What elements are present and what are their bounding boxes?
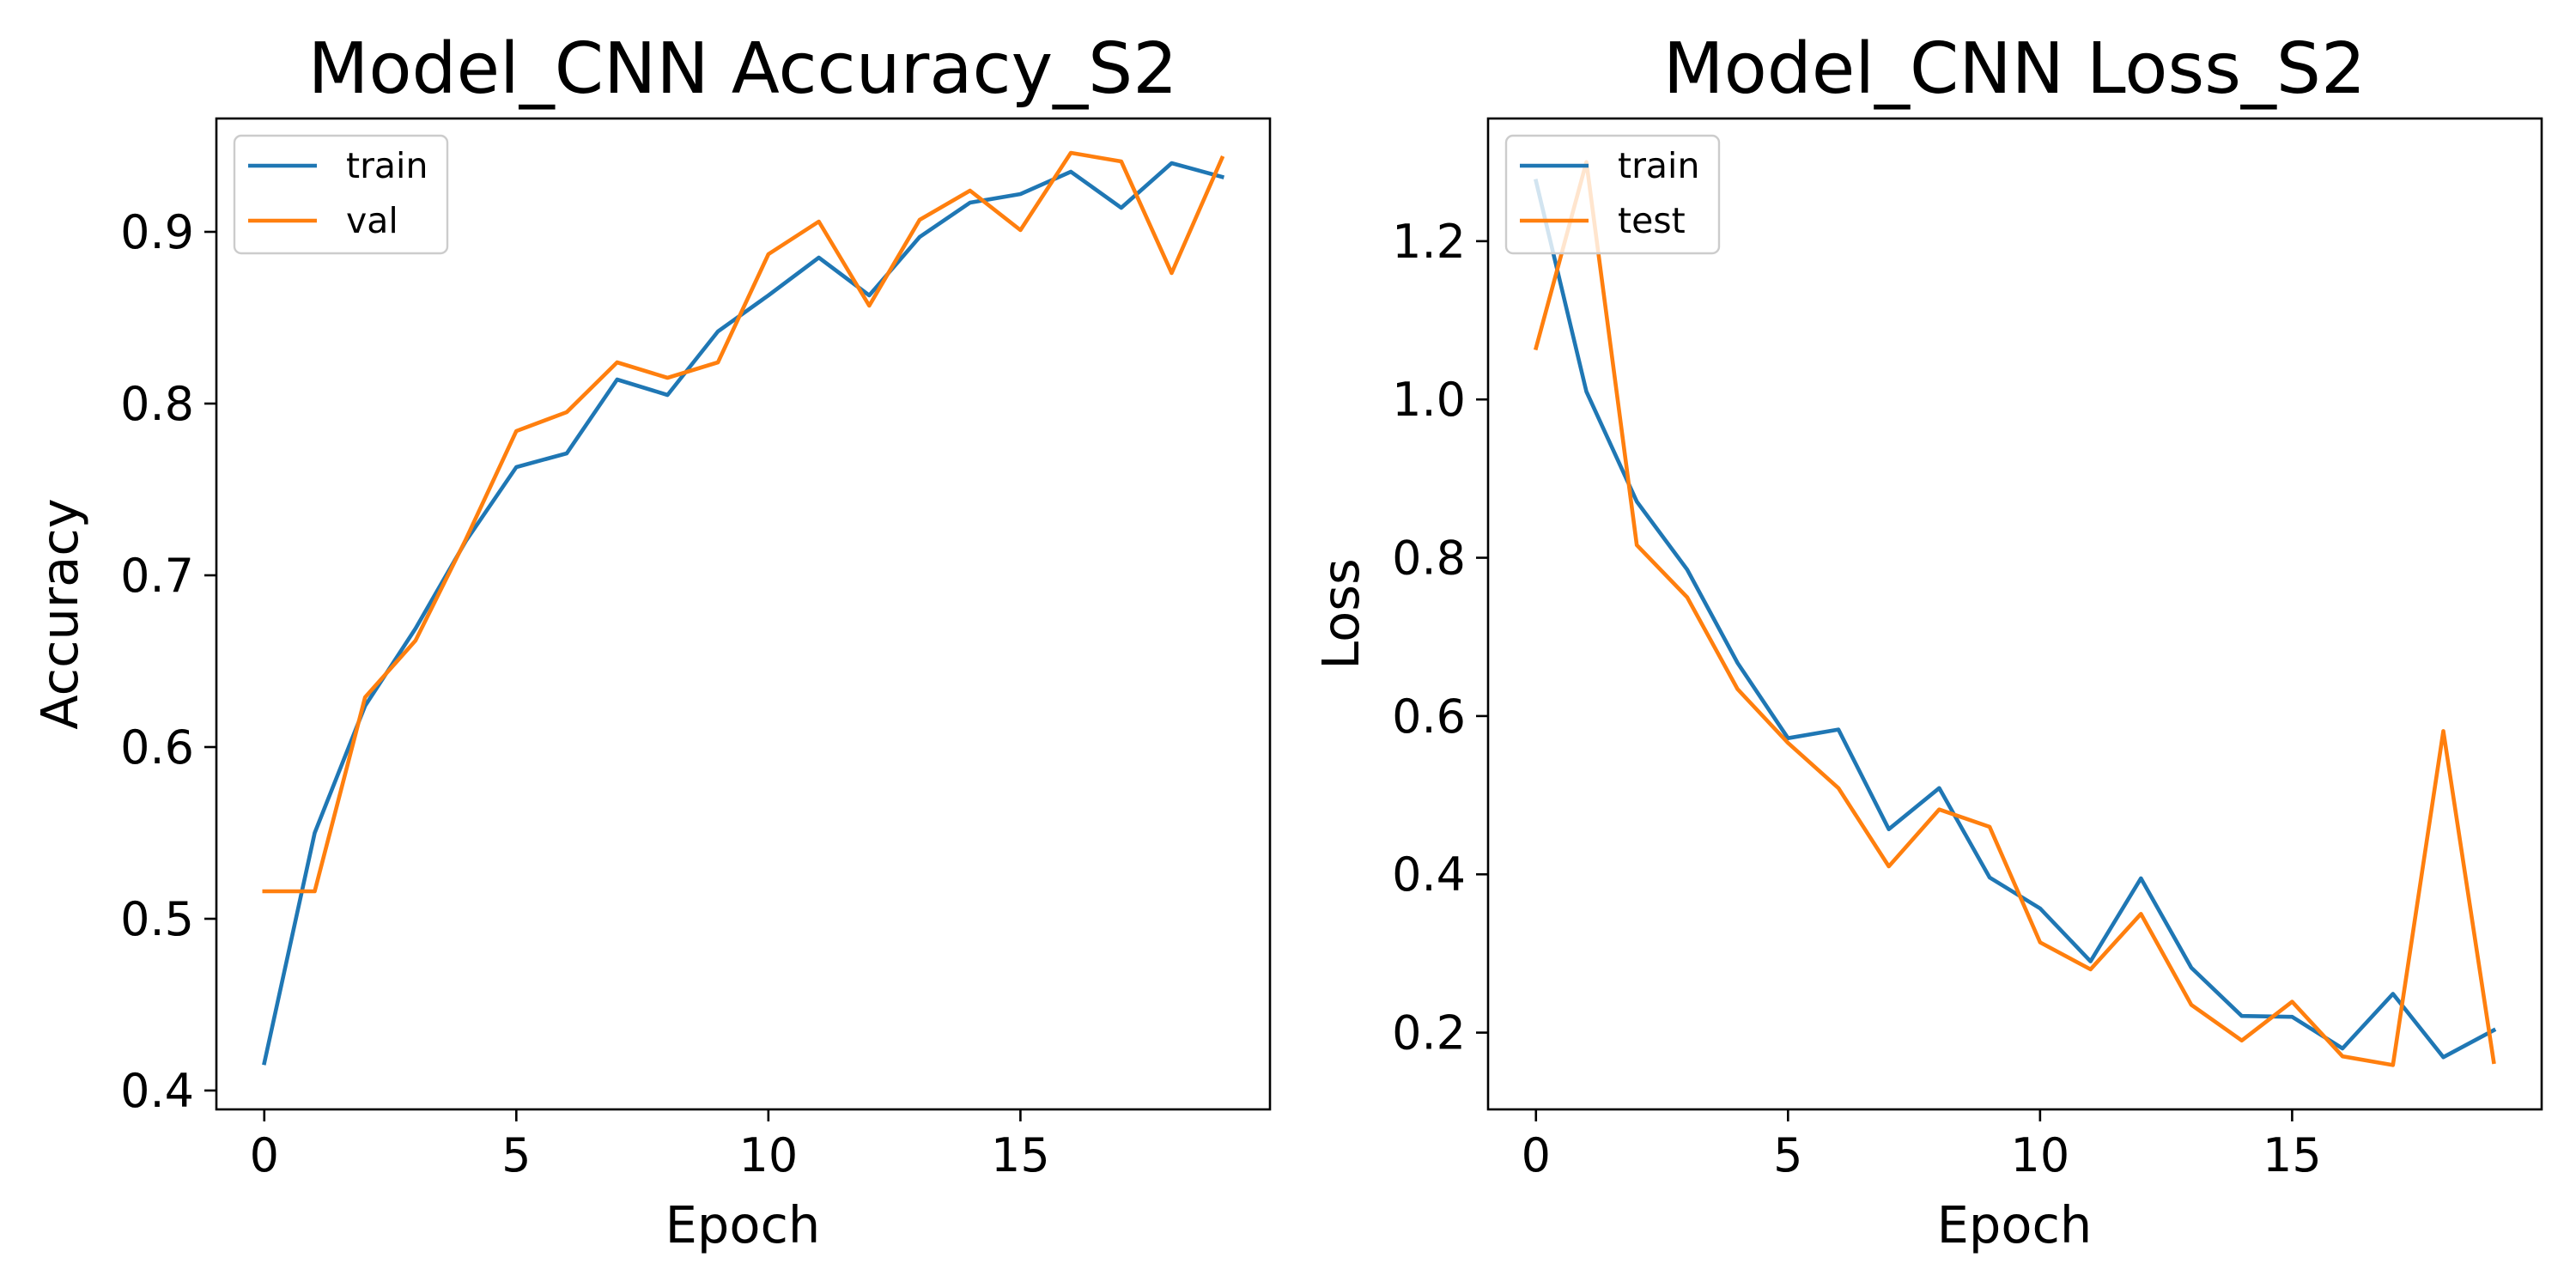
accuracy-y-axis-label: Accuracy bbox=[30, 498, 89, 729]
accuracy-y-tick-label: 0.7 bbox=[120, 549, 194, 603]
loss-chart: Model_CNN Loss_S2 Epoch Loss 0 5 10 15 0.2 0.… bbox=[1311, 28, 2543, 1255]
loss-y-tick-label: 1.2 bbox=[1392, 215, 1466, 269]
loss-series-line-train bbox=[1534, 179, 2497, 1060]
accuracy-x-tick-label: 15 bbox=[991, 1128, 1050, 1182]
loss-y-tick-label: 0.2 bbox=[1392, 1006, 1466, 1060]
accuracy-series-line-val bbox=[262, 150, 1225, 894]
loss-x-tick-label: 15 bbox=[2263, 1128, 2322, 1182]
loss-x-tick-label: 0 bbox=[1522, 1128, 1551, 1182]
loss-y-axis-label: Loss bbox=[1311, 558, 1370, 669]
accuracy-ticks: 0 5 10 15 0.4 0.5 0.6 0.7 0.8 0.9 bbox=[120, 205, 1050, 1182]
loss-ticks: 0 5 10 15 0.2 0.4 0.6 0.8 1.0 1.2 bbox=[1392, 215, 2322, 1182]
loss-legend-label-train: train bbox=[1618, 145, 1699, 186]
accuracy-y-tick-label: 0.8 bbox=[120, 377, 194, 431]
accuracy-y-tick-label: 0.6 bbox=[120, 720, 194, 775]
accuracy-x-tick-label: 10 bbox=[738, 1128, 798, 1182]
loss-legend-label-test: test bbox=[1618, 200, 1686, 241]
loss-x-tick-label: 10 bbox=[2010, 1128, 2069, 1182]
accuracy-y-tick-label: 0.5 bbox=[120, 892, 194, 946]
accuracy-x-tick-label: 5 bbox=[501, 1128, 531, 1182]
accuracy-legend-label-train: train bbox=[346, 145, 428, 186]
loss-series-lines bbox=[1533, 160, 2497, 1067]
accuracy-series-line-train bbox=[262, 161, 1225, 1066]
loss-y-tick-label: 1.0 bbox=[1392, 373, 1466, 427]
loss-series-line-test bbox=[1533, 160, 2496, 1067]
accuracy-x-tick-label: 0 bbox=[250, 1128, 279, 1182]
loss-y-tick-label: 0.4 bbox=[1392, 848, 1466, 902]
loss-y-tick-label: 0.6 bbox=[1392, 690, 1466, 744]
loss-legend: train test bbox=[1504, 134, 1721, 255]
accuracy-y-tick-label: 0.4 bbox=[120, 1064, 194, 1118]
loss-y-tick-label: 0.8 bbox=[1392, 532, 1466, 586]
loss-chart-title: Model_CNN Loss_S2 bbox=[1663, 28, 2366, 110]
loss-x-axis-label: Epoch bbox=[1937, 1195, 2093, 1255]
accuracy-chart-title: Model_CNN Accuracy_S2 bbox=[308, 28, 1178, 110]
loss-plot-frame bbox=[1486, 117, 2543, 1111]
loss-x-tick-label: 5 bbox=[1773, 1128, 1802, 1182]
accuracy-legend: train val bbox=[233, 134, 449, 255]
accuracy-chart: Model_CNN Accuracy_S2 Epoch Accuracy 0 5 1… bbox=[30, 28, 1272, 1255]
accuracy-series-lines bbox=[262, 150, 1225, 1066]
accuracy-x-axis-label: Epoch bbox=[665, 1195, 821, 1255]
accuracy-y-tick-label: 0.9 bbox=[120, 205, 194, 259]
accuracy-plot-frame bbox=[215, 117, 1272, 1111]
accuracy-legend-label-val: val bbox=[346, 200, 398, 241]
